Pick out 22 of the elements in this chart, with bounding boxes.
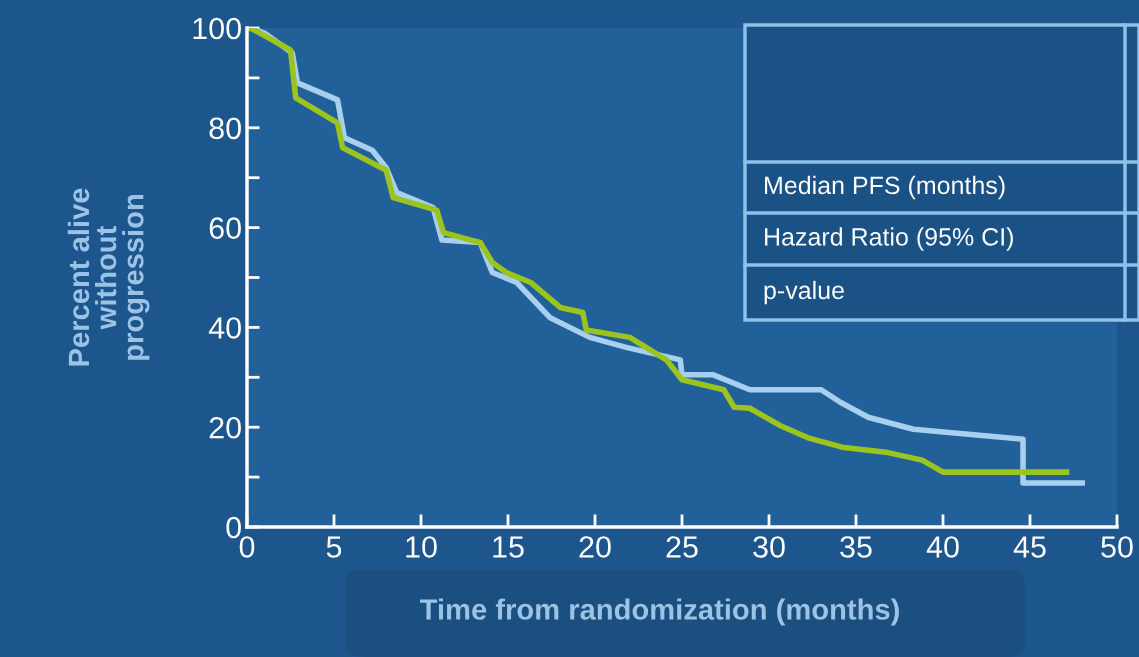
y-tick-label: 0 bbox=[226, 516, 241, 539]
x-tick-label: 15 bbox=[493, 536, 524, 558]
y-axis-title: Percent alive without progression bbox=[67, 188, 150, 366]
x-tick-label: 45 bbox=[1013, 536, 1046, 558]
y-tick-label: 80 bbox=[209, 117, 241, 140]
y-tick-label: 40 bbox=[208, 317, 241, 339]
y-tick-label: 100 bbox=[193, 17, 241, 40]
x-tick-label: 20 bbox=[579, 536, 611, 558]
x-tick-label: 50 bbox=[1101, 536, 1133, 558]
y-tick-label: 60 bbox=[209, 217, 241, 239]
annotation: p-value bbox=[764, 280, 844, 305]
x-tick-label: 5 bbox=[326, 536, 342, 558]
annotation: Median PFS (months) bbox=[765, 175, 1005, 200]
x-tick-label: 35 bbox=[840, 536, 872, 558]
x-tick-label: 0 bbox=[239, 536, 255, 558]
x-axis-title: Time from randomization (months) bbox=[419, 598, 899, 626]
annotation: Hazard Ratio (95% CI) bbox=[765, 227, 1013, 251]
x-tick-label: 10 bbox=[406, 536, 437, 558]
x-tick-label: 40 bbox=[926, 536, 959, 558]
x-tick-label: 30 bbox=[753, 536, 785, 558]
y-tick-label: 20 bbox=[209, 416, 241, 439]
x-tick-label: 25 bbox=[666, 536, 698, 558]
